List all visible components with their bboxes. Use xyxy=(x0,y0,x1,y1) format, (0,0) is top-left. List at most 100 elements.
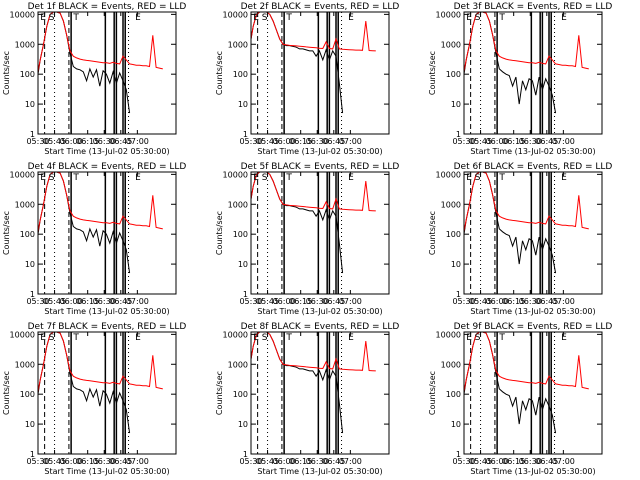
x-tick-label: 06:15 xyxy=(289,137,312,146)
corner-label: E xyxy=(561,173,567,183)
x-tick-label: 05:45 xyxy=(469,457,492,466)
x-tick-label: 05:45 xyxy=(43,297,66,306)
corner-label: T xyxy=(498,173,505,183)
panel-title: Det 8f BLACK = Events, RED = LLD xyxy=(241,322,400,332)
y-tick-label: 100 xyxy=(446,390,461,399)
x-tick-label: 06:15 xyxy=(502,137,525,146)
corner-label: E S xyxy=(253,173,268,183)
x-tick-label: 07:00 xyxy=(126,297,149,306)
panel-title: Det 4f BLACK = Events, RED = LLD xyxy=(28,162,187,172)
panel-title: Det 2f BLACK = Events, RED = LLD xyxy=(241,2,400,12)
y-tick-label: 10 xyxy=(238,420,248,429)
x-tick-label: 06:45 xyxy=(109,137,132,146)
corner-label: E xyxy=(348,173,354,183)
x-tick-label: 06:00 xyxy=(273,297,296,306)
x-tick-label: 05:30 xyxy=(239,137,262,146)
y-tick-label: 1000 xyxy=(15,40,35,49)
x-axis-title: Start Time (13-Jul-02 05:30:00) xyxy=(257,467,382,476)
plot-frame xyxy=(463,11,603,135)
x-tick-label: 05:45 xyxy=(469,137,492,146)
y-tick-label: 100 xyxy=(233,390,248,399)
panel-title: Det 6f BLACK = Events, RED = LLD xyxy=(454,162,613,172)
x-tick-label: 05:30 xyxy=(452,457,475,466)
x-tick-label: 05:45 xyxy=(43,137,66,146)
x-tick-label: 05:30 xyxy=(452,137,475,146)
y-tick-label: 10 xyxy=(238,100,248,109)
y-tick-label: 1000 xyxy=(228,40,248,49)
y-tick-label: 1 xyxy=(30,450,35,459)
x-tick-label: 05:45 xyxy=(256,297,279,306)
x-tick-label: 07:00 xyxy=(552,297,575,306)
x-tick-label: 06:45 xyxy=(322,457,345,466)
y-tick-label: 1 xyxy=(243,450,248,459)
corner-label: E S xyxy=(253,333,268,343)
plot-frame xyxy=(37,331,177,455)
corner-label: T xyxy=(498,13,505,23)
lld-series-line xyxy=(251,12,376,52)
x-axis-title: Start Time (13-Jul-02 05:30:00) xyxy=(44,467,169,476)
corner-label: E xyxy=(561,333,567,343)
y-axis-title: Counts/sec xyxy=(2,211,11,255)
corner-label: T xyxy=(285,173,292,183)
corner-label: T xyxy=(72,173,79,183)
x-tick-label: 06:45 xyxy=(535,297,558,306)
x-axis-title: Start Time (13-Jul-02 05:30:00) xyxy=(470,467,595,476)
events-series-line xyxy=(251,172,344,274)
x-tick-label: 05:45 xyxy=(256,137,279,146)
y-tick-label: 1 xyxy=(456,290,461,299)
x-tick-label: 06:30 xyxy=(306,457,329,466)
y-tick-label: 100 xyxy=(233,70,248,79)
y-tick-label: 1 xyxy=(456,130,461,139)
corner-label: T xyxy=(498,333,505,343)
plot-frame xyxy=(250,331,390,455)
y-axis-title: Counts/sec xyxy=(215,51,224,95)
y-axis-title: Counts/sec xyxy=(2,51,11,95)
y-tick-label: 10 xyxy=(25,260,35,269)
x-tick-label: 06:00 xyxy=(486,137,509,146)
x-tick-label: 06:45 xyxy=(322,137,345,146)
plot-frame xyxy=(463,331,603,455)
x-tick-label: 07:00 xyxy=(339,137,362,146)
corner-label: E xyxy=(348,13,354,23)
x-tick-label: 06:45 xyxy=(535,457,558,466)
x-tick-label: 06:30 xyxy=(306,297,329,306)
y-tick-label: 1000 xyxy=(228,360,248,369)
y-tick-label: 1000 xyxy=(441,360,461,369)
x-tick-label: 06:30 xyxy=(519,457,542,466)
corner-label: E xyxy=(135,333,141,343)
y-tick-label: 100 xyxy=(20,230,35,239)
x-tick-label: 05:45 xyxy=(469,297,492,306)
x-tick-label: 05:45 xyxy=(43,457,66,466)
x-tick-label: 06:30 xyxy=(519,137,542,146)
x-tick-label: 06:00 xyxy=(60,297,83,306)
y-tick-label: 100 xyxy=(446,230,461,239)
x-tick-label: 06:15 xyxy=(76,297,99,306)
y-tick-label: 10000 xyxy=(436,170,461,179)
x-tick-label: 07:00 xyxy=(126,137,149,146)
y-tick-label: 10 xyxy=(238,260,248,269)
y-tick-label: 1 xyxy=(243,130,248,139)
lld-series-line xyxy=(251,172,376,212)
corner-label: E xyxy=(561,13,567,23)
y-tick-label: 100 xyxy=(233,230,248,239)
y-tick-label: 1 xyxy=(243,290,248,299)
events-series-line xyxy=(251,12,344,114)
y-tick-label: 10 xyxy=(25,420,35,429)
y-axis-title: Counts/sec xyxy=(428,371,437,415)
lld-series-line xyxy=(464,172,589,232)
lld-series-line xyxy=(38,12,163,72)
x-tick-label: 06:30 xyxy=(93,297,116,306)
x-tick-label: 06:00 xyxy=(60,137,83,146)
corner-label: T xyxy=(285,333,292,343)
y-tick-label: 100 xyxy=(446,70,461,79)
x-tick-label: 06:00 xyxy=(60,457,83,466)
x-tick-label: 07:00 xyxy=(552,457,575,466)
y-tick-label: 10000 xyxy=(10,330,35,339)
panel-title: Det 7f BLACK = Events, RED = LLD xyxy=(28,322,187,332)
corner-label: E xyxy=(135,13,141,23)
x-axis-title: Start Time (13-Jul-02 05:30:00) xyxy=(470,307,595,316)
x-axis-title: Start Time (13-Jul-02 05:30:00) xyxy=(44,307,169,316)
lld-series-line xyxy=(38,172,163,232)
